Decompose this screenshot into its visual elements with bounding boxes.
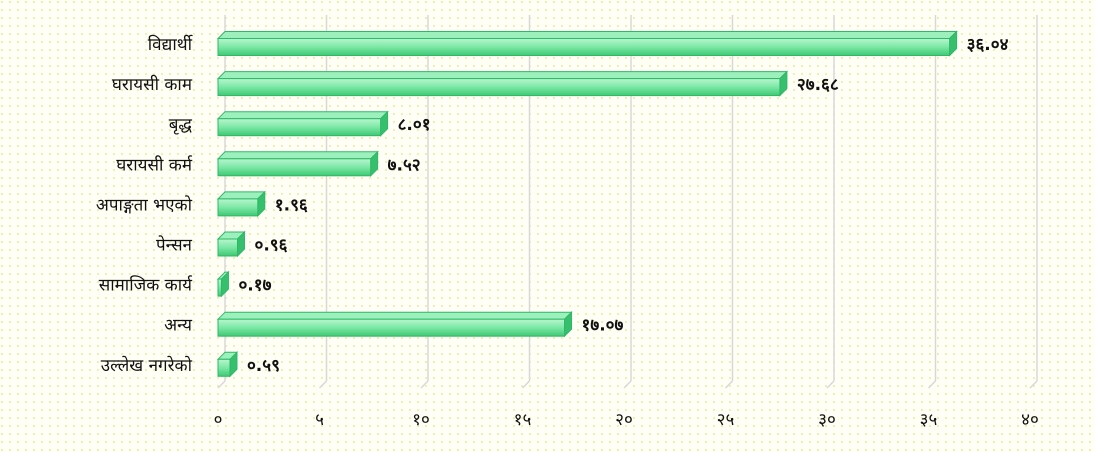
bar [217,318,566,337]
y-tick-label: विद्यार्थी [148,34,194,55]
y-tick-label: उल्लेख नगरेको [101,355,193,376]
value-label: ३६.०४ [967,35,1009,55]
bar [217,158,372,177]
value-label: १.९६ [275,195,308,215]
bar [217,38,951,56]
value-label: ८.०१ [398,115,431,135]
bar-top [216,111,389,120]
bar [217,118,382,137]
grid-floor [521,380,531,389]
grid-floor [826,380,835,389]
value-label: २७.६८ [797,75,839,95]
value-label: ०.१७ [238,276,271,296]
bar [217,358,231,377]
value-label: ०.५९ [247,356,280,376]
y-tick-label: घरायसी कर्म [116,154,193,175]
grid-floor [1029,380,1038,389]
grid-floor [318,380,328,389]
x-tick-label: १० [412,410,430,430]
value-label: ०.९६ [254,236,287,256]
y-tick-label: अन्य [164,316,193,336]
y-tick-label: सामाजिक कार्य [99,275,193,296]
x-tick-label: ४० [1021,410,1039,430]
grid-floor [927,380,937,389]
y-tick-label: बृद्ध [169,115,193,135]
bar [217,198,259,217]
x-tick-label: १५ [514,410,532,430]
x-tick-label: ३५ [920,410,938,430]
bar-top [216,191,266,200]
grid-floor [724,380,734,389]
bar [217,278,222,297]
bar [217,238,238,257]
grid-floor [420,380,429,389]
y-tick-label: अपाङ्गता भएको [96,194,193,215]
grid-floor [217,380,226,389]
value-label: ७.५२ [388,155,421,175]
grid-floor [623,380,632,389]
x-tick-label: ० [214,410,223,430]
y-tick-label: पेन्सन [156,235,193,256]
x-tick-label: २५ [717,410,735,430]
value-label: १७.०७ [582,316,624,336]
x-tick-label: ३० [818,410,836,430]
bar-top [216,71,789,80]
bar-top [216,151,379,160]
x-tick-label: ५ [315,410,324,430]
y-tick-label: घरायसी काम [112,74,193,95]
bar [217,78,781,97]
bar-top [216,311,573,320]
x-tick-label: २० [615,410,633,430]
bar-top [216,31,958,39]
